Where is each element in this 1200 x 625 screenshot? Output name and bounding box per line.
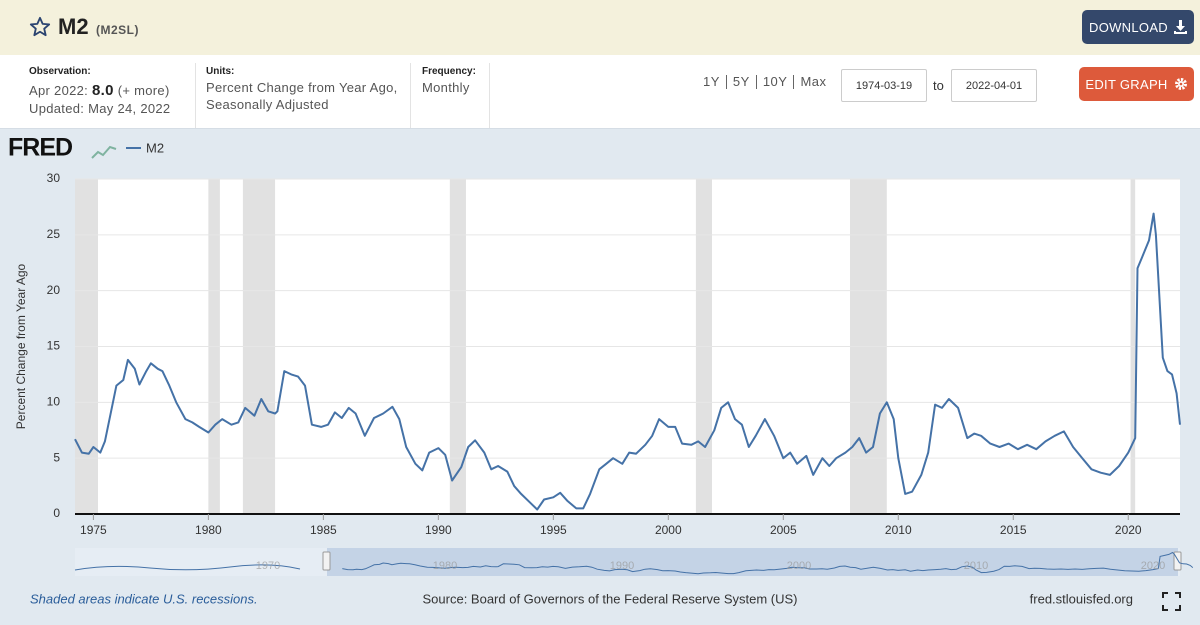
y-tick-label: 10	[47, 395, 61, 409]
y-tick-label: 0	[53, 506, 60, 520]
fred-logo: FRED	[8, 134, 72, 162]
title-bar: M2 (M2SL) DOWNLOAD	[0, 0, 1200, 55]
start-date[interactable]: 1974-03-19	[841, 69, 927, 102]
range-link[interactable]: 1Y	[703, 74, 720, 89]
navigator-tick-label: 2010	[964, 560, 988, 572]
x-tick-label: 1995	[540, 523, 567, 537]
end-date[interactable]: 2022-04-01	[951, 69, 1037, 102]
x-tick-label: 1990	[425, 523, 452, 537]
x-tick-label: 2020	[1115, 523, 1142, 537]
observation: Apr 2022: 8.0 (+ more)	[29, 82, 170, 99]
gear-icon	[1174, 78, 1187, 90]
units-label: Units:	[206, 66, 235, 77]
favorite-star[interactable]	[29, 16, 51, 38]
x-tick-label: 2010	[885, 523, 912, 537]
to-label: to	[933, 78, 944, 93]
navigator-tick-label: 1990	[610, 560, 634, 572]
observation-label: Observation:	[29, 66, 91, 77]
navigator-line	[342, 551, 1194, 575]
logo-icon	[91, 145, 117, 159]
divider	[489, 63, 490, 128]
x-tick-label: 1975	[80, 523, 107, 537]
navigator-handle[interactable]	[322, 551, 331, 571]
divider	[195, 63, 196, 128]
fullscreen-icon[interactable]	[1162, 592, 1181, 611]
more-link[interactable]: (+ more)	[117, 83, 170, 98]
chart: FRED 0 5 10 15 20 25 30 1975 1980 1985 1990 1995 200…	[8, 134, 1194, 611]
edit-label: EDIT GRAPH	[1085, 76, 1168, 92]
frequency-label: Frequency:	[422, 66, 476, 77]
range-link[interactable]: Max	[793, 75, 832, 89]
download-button[interactable]: DOWNLOAD	[1082, 10, 1194, 44]
edit-graph-button[interactable]: EDIT GRAPH	[1079, 67, 1194, 101]
navigator-selection[interactable]	[327, 548, 1178, 576]
recession-note: Shaded areas indicate U.S. recessions.	[30, 591, 258, 606]
site-link: fred.stlouisfed.org	[1030, 591, 1133, 606]
observation-date: Apr 2022:	[29, 83, 89, 98]
y-tick-label: 5	[53, 450, 60, 464]
legend-label: M2	[146, 140, 164, 155]
range-links: 1Y 5Y 10Y Max	[703, 75, 833, 89]
y-tick-label: 20	[47, 283, 61, 297]
navigator-tick-label: 2000	[787, 560, 811, 572]
y-axis-label: Percent Change from Year Ago	[14, 263, 28, 429]
navigator-tick-label: 1970	[256, 560, 280, 572]
series-id: (M2SL)	[96, 23, 139, 37]
y-tick-label: 25	[47, 227, 61, 241]
x-tick-label: 1980	[195, 523, 222, 537]
range-link[interactable]: 5Y	[725, 75, 756, 89]
source: Source: Board of Governors of the Federa…	[423, 591, 798, 606]
y-tick-label: 30	[47, 171, 61, 185]
observation-value: 8.0	[92, 82, 114, 99]
divider	[410, 63, 411, 128]
navigator-tick-label: 1980	[433, 560, 457, 572]
download-label: DOWNLOAD	[1089, 19, 1168, 35]
navigator-tick-label: 2020	[1141, 560, 1165, 572]
x-tick-label: 2005	[770, 523, 797, 537]
download-icon	[1173, 20, 1187, 34]
series-title: M2	[58, 14, 89, 39]
updated: Updated: May 24, 2022	[29, 101, 171, 116]
x-tick-label: 1985	[310, 523, 337, 537]
y-tick-label: 15	[47, 339, 61, 353]
series-line	[74, 212, 1181, 511]
x-tick-label: 2015	[1000, 523, 1027, 537]
frequency: Monthly	[422, 80, 470, 95]
units: Percent Change from Year Ago, Seasonally…	[206, 80, 398, 112]
x-tick-label: 2000	[655, 523, 682, 537]
range-link[interactable]: 10Y	[755, 75, 794, 89]
navigator-line-start	[74, 564, 301, 571]
